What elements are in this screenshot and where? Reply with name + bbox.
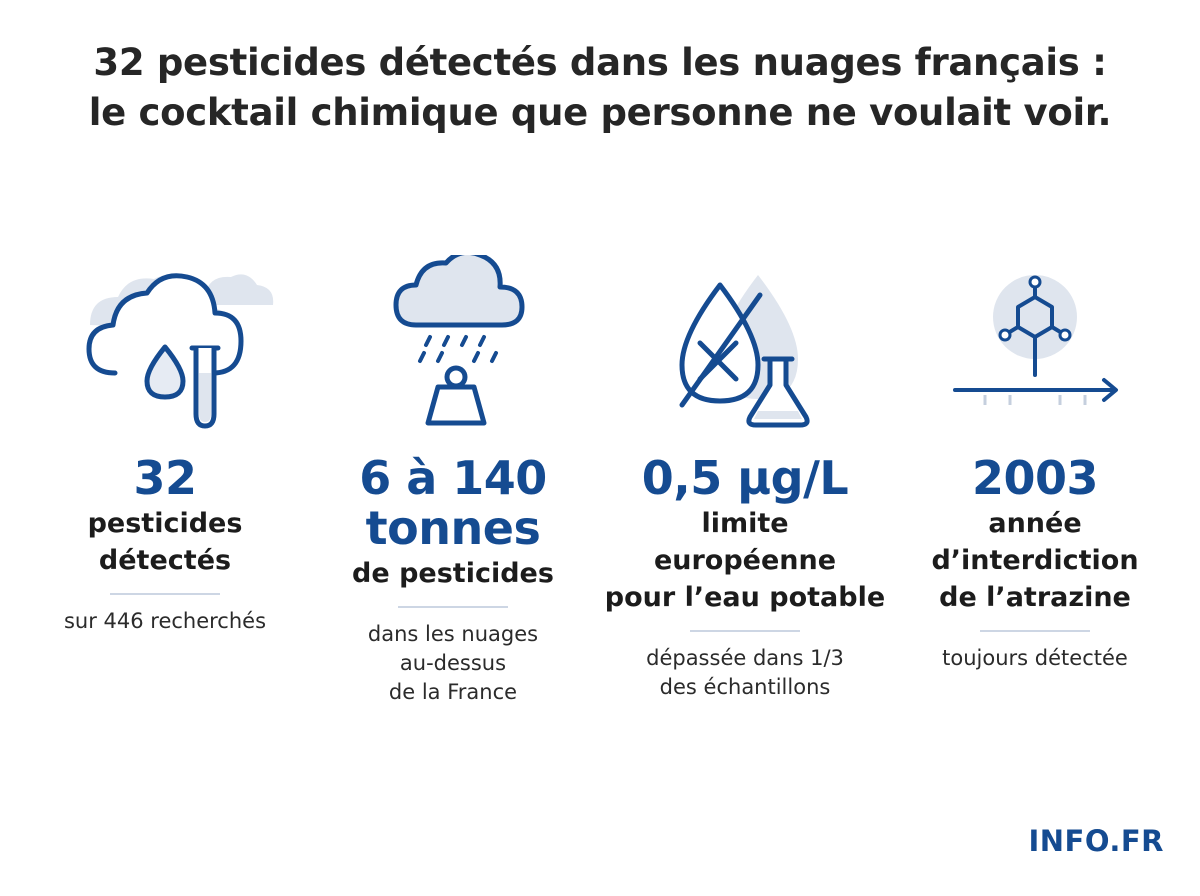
divider <box>690 630 800 632</box>
site-logo: INFO.FR <box>1028 824 1164 858</box>
description-line: pour l’eau potable <box>604 582 886 613</box>
stat-note: sur 446 recherchés <box>20 607 310 636</box>
stat-note: toujours détectée <box>890 644 1180 673</box>
divider <box>980 630 1090 632</box>
description-line: année <box>988 508 1082 539</box>
infographic-title: 32 pesticides détectés dans les nuages f… <box>20 38 1180 138</box>
stat-value: 0,5 µg/L <box>641 451 849 505</box>
stat-value: 32 <box>133 451 197 505</box>
cloud-test-tube-icon <box>86 273 274 429</box>
stat-value: 2003 <box>971 451 1099 505</box>
title-line-2: le cocktail chimique que personne ne vou… <box>88 91 1112 134</box>
description-line: limite <box>701 508 789 539</box>
stat-card-tonnes: 6 à 140 tonnes de pesticides dans les nu… <box>308 255 598 707</box>
rain-cloud-weight-icon <box>393 255 525 426</box>
divider <box>110 593 220 595</box>
crossed-drop-flask-icon <box>679 275 810 428</box>
stat-note: dépassée dans 1/3 des échantillons <box>600 644 890 702</box>
description-line: pesticides <box>87 508 243 539</box>
note-line: de la France <box>388 680 518 704</box>
stat-description: année d’interdiction de l’atrazine <box>890 505 1180 616</box>
stat-card-eu-limit: 0,5 µg/L limite européenne pour l’eau po… <box>600 255 890 702</box>
note-line: sur 446 recherchés <box>63 609 267 633</box>
stat-card-pesticides-detected: 32 pesticides détectés sur 446 recherché… <box>20 255 310 636</box>
stat-description: de pesticides <box>308 555 598 592</box>
description-line: de l’atrazine <box>939 582 1131 613</box>
stat-description: pesticides détectés <box>20 505 310 579</box>
description-line: détectés <box>98 545 232 576</box>
stat-card-atrazine-ban: 2003 année d’interdiction de l’atrazine … <box>890 255 1180 673</box>
note-line: toujours détectée <box>942 646 1128 670</box>
stat-value: 6 à 140 <box>359 451 547 505</box>
stat-value-unit: tonnes <box>365 501 541 555</box>
title-line-1: 32 pesticides détectés dans les nuages f… <box>93 41 1107 84</box>
description-line: de pesticides <box>352 558 554 589</box>
description-line: européenne <box>653 545 837 576</box>
stat-description: limite européenne pour l’eau potable <box>600 505 890 616</box>
molecule-timeline-icon <box>953 275 1118 405</box>
note-line: des échantillons <box>659 675 831 699</box>
note-line: dans les nuages <box>367 622 539 646</box>
description-line: d’interdiction <box>931 545 1139 576</box>
note-line: dépassée dans 1/3 <box>646 646 844 670</box>
stat-note: dans les nuages au-dessus de la France <box>308 620 598 707</box>
divider <box>398 606 508 608</box>
note-line: au-dessus <box>399 651 507 675</box>
